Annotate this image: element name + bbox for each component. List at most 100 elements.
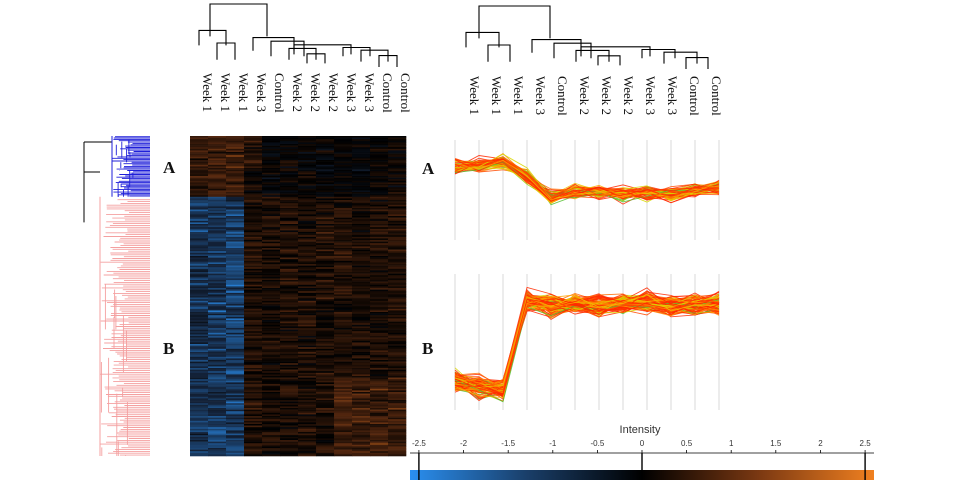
heatmap-cell (208, 425, 227, 428)
heatmap-cell (334, 235, 353, 238)
heatmap-cell (316, 424, 335, 426)
heatmap-cell (352, 238, 371, 241)
heatmap-cell (190, 326, 209, 329)
heatmap-cell (226, 440, 245, 442)
heatmap-cell (190, 331, 209, 334)
heatmap-cell (316, 432, 335, 434)
heatmap-cell (262, 444, 281, 447)
heatmap-cell (190, 444, 209, 447)
heatmap-cell (226, 217, 245, 220)
heatmap-cell (226, 428, 245, 431)
heatmap-cell (262, 144, 281, 146)
heatmap-cell (334, 307, 353, 310)
heatmap-cell (244, 312, 263, 314)
heatmap-cell (244, 156, 263, 159)
heatmap-cell (280, 272, 299, 274)
heatmap-cell (334, 201, 353, 204)
heatmap-cell (388, 172, 407, 175)
heatmap-cell (352, 443, 371, 446)
heatmap-cell (226, 187, 245, 190)
heatmap-cell (352, 454, 371, 457)
heatmap-cell (298, 441, 317, 444)
heatmap-cell (298, 254, 317, 257)
heatmap-cell (370, 425, 389, 428)
heatmap-cell (244, 332, 263, 335)
heatmap-cell (280, 300, 299, 303)
heatmap-cell (316, 334, 335, 337)
heatmap-cell (262, 408, 281, 410)
heatmap-cell (280, 433, 299, 436)
heatmap-cell (298, 451, 317, 454)
heatmap-cell (316, 323, 335, 326)
heatmap-cell (352, 438, 371, 441)
heatmap-cell (280, 374, 299, 377)
heatmap-cell (334, 361, 353, 364)
heatmap-cell (370, 163, 389, 166)
heatmap-cell (370, 248, 389, 250)
heatmap-cell (298, 177, 317, 180)
heatmap-cell (352, 449, 371, 452)
heatmap-cell (280, 409, 299, 412)
heatmap-cell (298, 230, 317, 233)
heatmap-cell (334, 152, 353, 154)
heatmap-cell (388, 140, 407, 143)
heatmap-cell (298, 416, 317, 418)
heatmap-cell (208, 289, 227, 292)
heatmap-cell (334, 182, 353, 185)
heatmap-cell (334, 252, 353, 255)
heatmap-cell (190, 286, 209, 289)
heatmap-cell (316, 152, 335, 154)
heatmap-cell (226, 192, 245, 194)
heatmap-cell (208, 435, 227, 438)
heatmap-cell (280, 420, 299, 423)
heatmap-cell (388, 332, 407, 335)
heatmap-cell (244, 393, 263, 396)
heatmap-cell (226, 336, 245, 338)
heatmap-cell (298, 374, 317, 377)
heatmap-cell (334, 278, 353, 281)
heatmap-cell (190, 211, 209, 214)
heatmap-cell (388, 380, 407, 383)
heatmap-cell (262, 377, 281, 380)
heatmap-cell (298, 419, 317, 422)
heatmap-cell (262, 174, 281, 177)
heatmap-cell (316, 203, 335, 206)
heatmap-cell (316, 417, 335, 420)
heatmap-cell (226, 169, 245, 172)
heatmap-cell (298, 249, 317, 252)
heatmap-cell (190, 337, 209, 340)
heatmap-cell (316, 361, 335, 364)
heatmap-cell (244, 422, 263, 425)
heatmap-cell (388, 209, 407, 212)
heatmap-cell (262, 414, 281, 417)
heatmap-cell (280, 384, 299, 386)
heatmap-cell (298, 160, 317, 162)
column-label: Week 3 (643, 76, 658, 115)
heatmap-cell (352, 366, 371, 369)
heatmap-cell (190, 220, 209, 223)
heatmap-cell (370, 145, 389, 148)
heatmap-cell (388, 219, 407, 222)
heatmap-cell (262, 302, 281, 305)
heatmap-cell (262, 296, 281, 298)
heatmap-cell (370, 443, 389, 446)
heatmap-cell (226, 262, 245, 265)
heatmap-cell (334, 324, 353, 327)
heatmap-cell (298, 345, 317, 348)
heatmap-cell (352, 174, 371, 177)
heatmap-cell (316, 438, 335, 441)
heatmap-cell (208, 257, 227, 260)
heatmap-cell (190, 195, 209, 198)
heatmap-cell (208, 238, 227, 241)
heatmap-cell (226, 193, 245, 196)
heatmap-cell (316, 139, 335, 142)
heatmap-cell (208, 360, 227, 362)
heatmap-cell (262, 211, 281, 214)
heatmap-cell (190, 328, 209, 330)
heatmap-cell (226, 174, 245, 177)
heatmap-cell (280, 412, 299, 415)
heatmap-cell (280, 225, 299, 228)
heatmap-cell (388, 336, 407, 338)
heatmap-cell (190, 324, 209, 327)
heatmap-cell (352, 216, 371, 218)
